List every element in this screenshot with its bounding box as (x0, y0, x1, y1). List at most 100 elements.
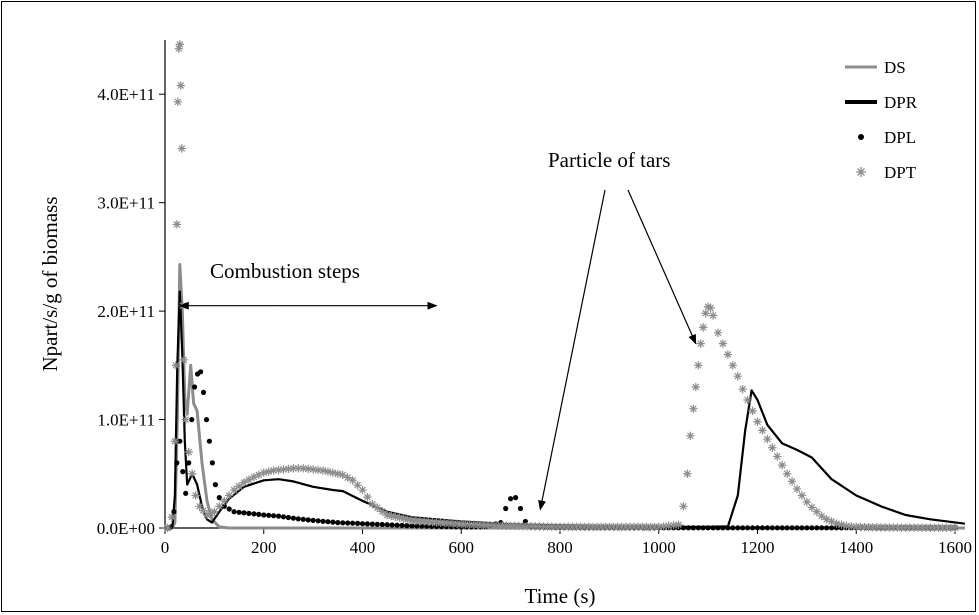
data-point-dpl (764, 525, 771, 531)
data-point-dpl (174, 460, 180, 466)
data-point-dpt (683, 469, 692, 478)
data-point-dpt (279, 465, 288, 474)
data-point-dpt (363, 492, 372, 502)
data-point-dpt (817, 511, 826, 521)
data-point-dpt (391, 512, 400, 521)
data-point-dpt (378, 507, 387, 516)
data-point-dpl (700, 525, 706, 531)
data-point-dpl (414, 523, 420, 529)
data-point-dpt (763, 434, 772, 444)
legend-label-dpt: DPT (884, 163, 917, 182)
data-point-dpt (175, 40, 185, 49)
data-point-dpt (179, 355, 188, 365)
legend-item-dpl: DPL (858, 128, 916, 147)
data-point-dpl (266, 512, 272, 518)
data-point-dpl (355, 520, 361, 527)
x-axis-title: Time (s) (525, 584, 596, 608)
x-tick-label: 1600 (938, 538, 972, 557)
data-point-dpl (203, 417, 210, 423)
data-point-dpl (814, 525, 820, 531)
data-point-dpt (792, 484, 802, 494)
data-point-dpt (210, 507, 219, 516)
data-point-dpt (669, 521, 678, 530)
data-point-dpt (768, 443, 777, 452)
annotations: Combustion steps Particle of tars (178, 148, 697, 511)
data-point-dpt (691, 382, 700, 392)
data-point-dpl (340, 520, 346, 526)
data-point-dpl (804, 525, 810, 531)
data-point-dpt (323, 467, 333, 476)
data-point-dpl (285, 514, 291, 521)
data-point-dpl (345, 520, 351, 526)
data-point-dpt (674, 520, 683, 529)
data-point-dpl (315, 518, 321, 524)
data-point-dpl (180, 469, 186, 475)
data-point-dpt (348, 476, 357, 485)
axes (164, 40, 955, 529)
series-dpl (164, 369, 958, 531)
data-point-dpt (163, 523, 172, 533)
data-point-dpt (698, 323, 708, 332)
data-point-dpl (198, 369, 204, 375)
data-point-dpt (718, 339, 728, 348)
series-layer (163, 40, 966, 533)
data-point-dpt (244, 475, 254, 484)
data-point-dpl (350, 520, 356, 526)
data-point-dpt (284, 464, 293, 474)
y-tick-label: 0.0E+00 (97, 519, 155, 538)
data-point-dpt (787, 477, 797, 486)
data-point-dpt (827, 517, 836, 526)
data-point-dpt (950, 523, 960, 532)
x-tick-label: 0 (161, 538, 170, 557)
data-point-dpl (359, 521, 366, 527)
data-point-dpl (503, 505, 509, 512)
data-point-dpt (403, 515, 412, 524)
data-point-dpl (710, 525, 716, 531)
data-point-dpt (807, 503, 817, 512)
data-point-dpt (254, 470, 264, 480)
legend-label-ds: DS (884, 58, 906, 77)
data-point-dpl (183, 490, 189, 496)
data-point-dpt (184, 447, 193, 457)
data-point-dpl (295, 516, 301, 522)
data-point-dpl (695, 525, 701, 531)
y-tick-label: 1.0E+11 (97, 411, 155, 430)
data-point-dpt (694, 361, 703, 370)
data-point-dpt (812, 507, 821, 516)
data-point-dpt (187, 469, 197, 478)
legend-swatch-dpl (858, 134, 864, 140)
data-point-dpt (172, 220, 182, 229)
data-point-dpl (206, 438, 212, 444)
data-point-dpt (837, 520, 846, 529)
data-point-dpl (824, 525, 830, 531)
data-point-dpl (379, 521, 385, 528)
data-point-dpl (364, 521, 370, 527)
data-point-dpl (715, 525, 721, 531)
data-point-dpl (189, 417, 195, 423)
annotation-arrow-tars-2 (627, 189, 697, 345)
data-point-dpt (773, 452, 782, 461)
data-point-dpl (271, 513, 277, 519)
data-point-dpt (177, 144, 186, 153)
data-point-dpt (368, 499, 377, 509)
data-point-dpt (333, 469, 343, 478)
data-point-dpt (318, 466, 328, 475)
data-point-dpl (300, 516, 306, 522)
y-tick-label: 2.0E+11 (97, 302, 155, 321)
data-point-dpt (313, 465, 323, 475)
data-point-dpl (779, 525, 785, 531)
data-point-dpt (338, 470, 347, 480)
data-point-dpl (508, 496, 514, 502)
data-point-dpl (680, 525, 687, 531)
data-point-dpt (822, 515, 831, 524)
data-point-dpl (399, 522, 405, 529)
data-point-dpt (220, 496, 229, 506)
data-point-dpt (191, 491, 200, 500)
data-point-dpl (209, 460, 215, 466)
annotation-combustion-steps: Combustion steps (210, 259, 360, 283)
data-point-dpt (382, 510, 392, 520)
data-point-dpl (325, 519, 331, 525)
data-point-dpl (251, 511, 257, 517)
data-point-dpl (404, 523, 410, 529)
